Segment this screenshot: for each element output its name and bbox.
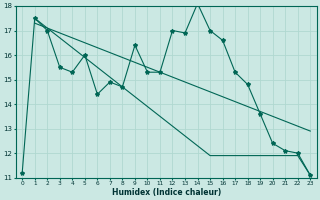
X-axis label: Humidex (Indice chaleur): Humidex (Indice chaleur) xyxy=(112,188,221,197)
